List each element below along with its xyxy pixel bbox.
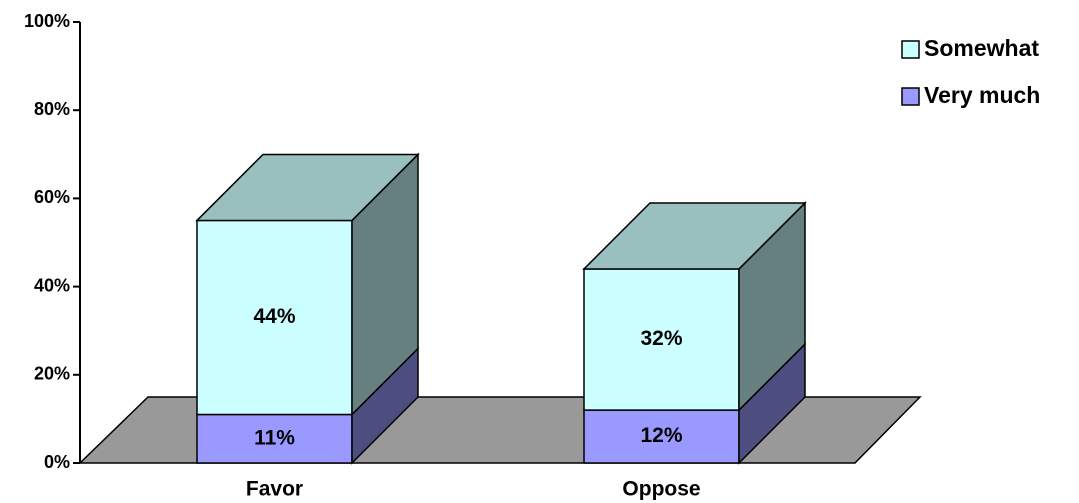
bar-top xyxy=(582,202,807,270)
legend-label: Very much xyxy=(924,82,1040,108)
legend-label: Somewhat xyxy=(924,35,1039,61)
legend-swatch xyxy=(901,40,920,59)
x-tick-label: Favor xyxy=(246,478,303,501)
x-tick-label: Oppose xyxy=(622,478,700,501)
y-tick-label: 40% xyxy=(34,275,70,295)
bar-top xyxy=(195,153,420,222)
y-tick-label: 80% xyxy=(34,99,70,119)
value-label: 11% xyxy=(254,426,295,449)
y-tick-label: 20% xyxy=(34,364,70,384)
bar-segment xyxy=(583,409,740,464)
bar-segment xyxy=(583,268,740,411)
y-tick-label: 100% xyxy=(24,11,70,31)
bar-segment xyxy=(196,219,353,416)
y-tick-label: 0% xyxy=(44,452,70,472)
legend-swatch xyxy=(901,87,920,106)
y-tick-label: 60% xyxy=(34,187,70,207)
value-label: 32% xyxy=(640,327,682,350)
value-label: 44% xyxy=(253,305,295,328)
value-label: 12% xyxy=(640,424,682,447)
